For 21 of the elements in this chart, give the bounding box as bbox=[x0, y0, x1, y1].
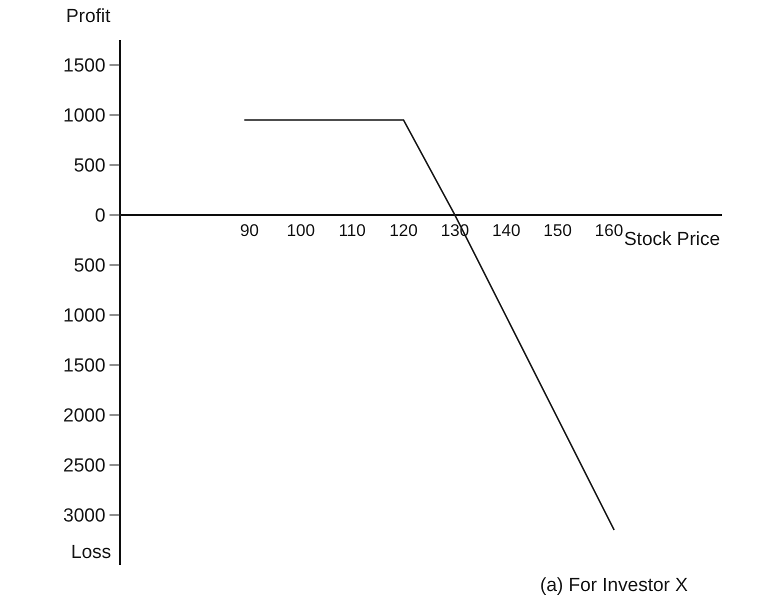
y-tick-label: 1000 bbox=[63, 306, 106, 327]
y-tick-label: 2000 bbox=[63, 406, 106, 427]
y-tick-label: 0 bbox=[94, 206, 106, 227]
text: (a) For Investor X bbox=[540, 575, 688, 596]
x-tick-label: 110 bbox=[338, 221, 366, 240]
x-tick-label: 100 bbox=[286, 221, 315, 240]
x-tick-label: 160 bbox=[594, 221, 624, 240]
x-tick-label: 90 bbox=[240, 221, 259, 240]
x-axis-title: Stock Price bbox=[624, 229, 720, 250]
y-tick-label: 1500 bbox=[63, 356, 106, 377]
x-tick-label: 150 bbox=[543, 221, 572, 240]
y-tick-label: 500 bbox=[74, 256, 106, 277]
y-tick-label: 1500 bbox=[63, 56, 106, 77]
y-tick-label: 1000 bbox=[63, 106, 106, 127]
y-tick-label: 2500 bbox=[63, 456, 106, 477]
y-tick-label: 3000 bbox=[63, 506, 106, 527]
x-tick-label: 140 bbox=[492, 221, 520, 240]
y-tick-label: 500 bbox=[74, 156, 106, 177]
x-tick-label: 120 bbox=[389, 221, 418, 240]
text: Profit bbox=[66, 6, 112, 27]
text: Loss bbox=[71, 542, 112, 563]
